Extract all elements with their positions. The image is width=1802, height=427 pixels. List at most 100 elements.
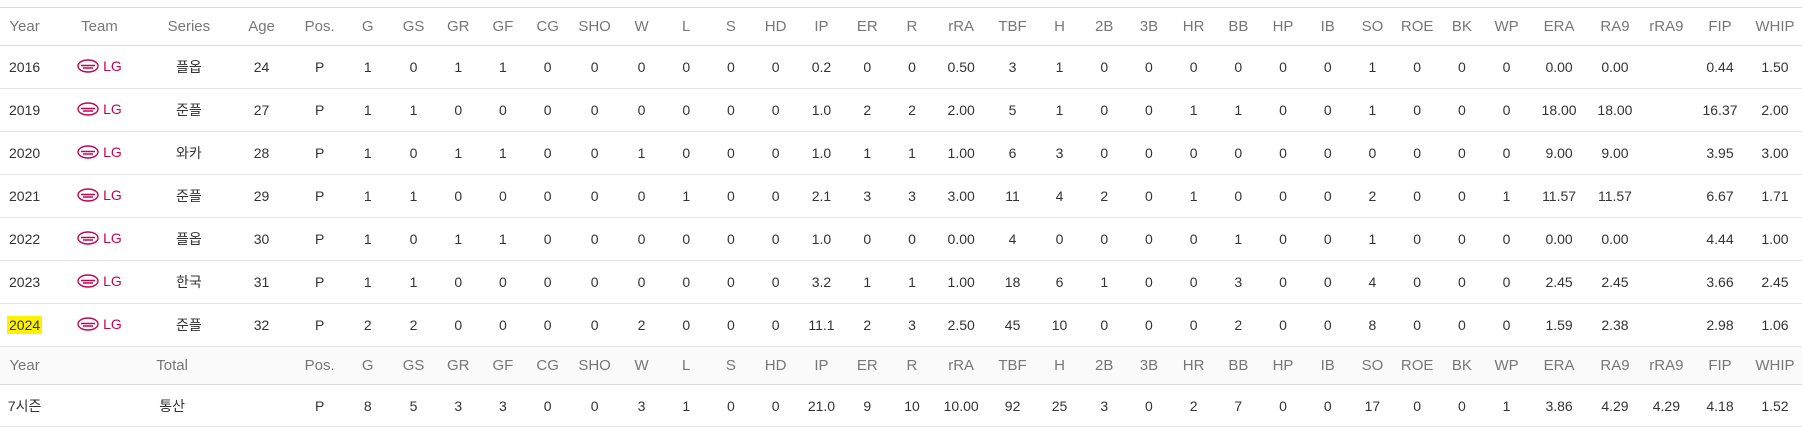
stat-cell-w: 1 <box>619 131 664 175</box>
column-header-team: Team <box>49 7 150 46</box>
team-cell[interactable]: LG <box>49 303 150 347</box>
stat-cell-gr: 1 <box>435 217 481 261</box>
column-header-wp: WP <box>1484 7 1529 46</box>
stat-cell-3b: 0 <box>1126 88 1172 132</box>
stat-cell-fip: 6.67 <box>1692 174 1748 218</box>
stat-cell-gr: 1 <box>435 45 481 89</box>
stat-cell-2b: 1 <box>1081 260 1127 304</box>
stat-cell-gf: 1 <box>480 217 526 261</box>
stat-cell-era: 9.00 <box>1528 131 1590 175</box>
total-column-header-bb: BB <box>1215 346 1261 385</box>
stat-cell-ra9: 0.00 <box>1589 45 1641 89</box>
stat-cell-er: 1 <box>844 131 890 175</box>
column-header-ib: IB <box>1305 7 1351 46</box>
total-stat-cell-s: 0 <box>708 384 754 427</box>
stat-cell-g: 1 <box>344 88 392 132</box>
team-cell[interactable]: LG <box>49 45 150 89</box>
stat-cell-so: 1 <box>1350 45 1395 89</box>
table-row: 2016 LG 플옵 24 P 1 0 1 1 0 0 0 0 0 0 0.2 0 0 0.50 3 1 0 0 0 0 0 0 1 0… <box>0 45 1802 89</box>
stat-cell-l: 0 <box>663 260 709 304</box>
stat-cell-ip: 3.2 <box>797 260 845 304</box>
team-link[interactable]: LG <box>77 101 122 117</box>
stat-cell-g: 2 <box>344 303 392 347</box>
stat-cell-whip: 1.00 <box>1747 217 1802 261</box>
table-row: 2020 LG 와카 28 P 1 0 1 1 0 0 1 0 0 0 1.0 1 1 1.00 6 3 0 0 0 0 0 0 0 0… <box>0 131 1802 175</box>
stat-cell-tbf: 4 <box>987 217 1038 261</box>
team-cell[interactable]: LG <box>49 131 150 175</box>
stat-cell-whip: 3.00 <box>1747 131 1802 175</box>
stat-cell-age: 28 <box>228 131 296 175</box>
stat-cell-hd: 0 <box>753 260 798 304</box>
team-link[interactable]: LG <box>77 230 122 246</box>
team-link[interactable]: LG <box>77 316 122 332</box>
stat-cell-2b: 0 <box>1081 217 1127 261</box>
stat-cell-l: 0 <box>663 88 709 132</box>
stat-cell-wp: 0 <box>1484 303 1529 347</box>
column-header-tbf: TBF <box>987 7 1038 46</box>
year-value: 2016 <box>9 59 41 75</box>
stat-cell-sho: 0 <box>570 88 620 132</box>
stat-cell-pos-: P <box>295 217 345 261</box>
stat-cell-hd: 0 <box>753 45 798 89</box>
stat-cell-w: 0 <box>619 260 664 304</box>
total-stat-cell-ra9: 4.29 <box>1589 384 1641 427</box>
table-row: 2022 LG 플옵 30 P 1 0 1 1 0 0 0 0 0 0 1.0 0 0 0.00 4 0 0 0 0 1 0 0 1 0… <box>0 217 1802 261</box>
stat-cell-w: 0 <box>619 45 664 89</box>
total-column-header-gr: GR <box>435 346 481 385</box>
stat-cell-hp: 0 <box>1260 260 1306 304</box>
total-column-header-whip: WHIP <box>1747 346 1802 385</box>
stat-cell-gs: 0 <box>391 45 436 89</box>
stat-cell-gf: 0 <box>480 260 526 304</box>
total-column-header-ra9: RA9 <box>1589 346 1641 385</box>
total-stat-cell-hd: 0 <box>753 384 798 427</box>
series-cell: 준플 <box>149 88 229 132</box>
team-cell[interactable]: LG <box>49 88 150 132</box>
total-column-header-roe: ROE <box>1394 346 1440 385</box>
stat-cell-gs: 0 <box>391 217 436 261</box>
stat-cell-bb: 0 <box>1215 174 1261 218</box>
total-column-header-gs: GS <box>391 346 436 385</box>
team-cell[interactable]: LG <box>49 260 150 304</box>
total-column-header-total: Total <box>49 346 296 385</box>
series-cell: 와카 <box>149 131 229 175</box>
stat-cell-2b: 0 <box>1081 88 1127 132</box>
total-stat-cell-ib: 0 <box>1305 384 1351 427</box>
stat-cell-tbf: 6 <box>987 131 1038 175</box>
stat-cell-ib: 0 <box>1305 217 1351 261</box>
stat-cell-hp: 0 <box>1260 217 1306 261</box>
stat-cell-gf: 0 <box>480 174 526 218</box>
total-stat-cell-bb: 7 <box>1215 384 1261 427</box>
total-stat-cell-cg: 0 <box>525 384 570 427</box>
column-header-year: Year <box>0 7 50 46</box>
team-cell[interactable]: LG <box>49 174 150 218</box>
team-cell[interactable]: LG <box>49 217 150 261</box>
column-header-hr: HR <box>1171 7 1216 46</box>
stat-cell-ip: 0.2 <box>797 45 845 89</box>
team-link[interactable]: LG <box>77 144 122 160</box>
column-header-bk: BK <box>1439 7 1485 46</box>
team-name: LG <box>103 316 122 332</box>
stat-cell-h: 6 <box>1037 260 1082 304</box>
stat-cell-age: 29 <box>228 174 296 218</box>
stat-cell-2b: 0 <box>1081 303 1127 347</box>
lg-twins-logo-icon <box>77 188 99 202</box>
team-link[interactable]: LG <box>77 58 122 74</box>
stat-cell-r: 2 <box>889 88 935 132</box>
column-header-ra9: RA9 <box>1589 7 1641 46</box>
total-stat-cell-era: 3.86 <box>1528 384 1590 427</box>
team-link[interactable]: LG <box>77 187 122 203</box>
stat-cell-tbf: 3 <box>987 45 1038 89</box>
stat-cell-hr: 0 <box>1171 303 1216 347</box>
total-column-header-l: L <box>663 346 709 385</box>
total-seasons-cell: 7시즌 <box>0 384 50 427</box>
team-link[interactable]: LG <box>77 273 122 289</box>
column-header-roe: ROE <box>1394 7 1440 46</box>
total-stat-cell-wp: 1 <box>1484 384 1529 427</box>
total-column-header-hp: HP <box>1260 346 1306 385</box>
total-column-header-pos-: Pos. <box>295 346 345 385</box>
total-column-header-bk: BK <box>1439 346 1485 385</box>
total-stat-cell-g: 8 <box>344 384 392 427</box>
stat-cell-2b: 0 <box>1081 131 1127 175</box>
stat-cell-era: 1.59 <box>1528 303 1590 347</box>
total-stat-cell-rra: 10.00 <box>934 384 988 427</box>
